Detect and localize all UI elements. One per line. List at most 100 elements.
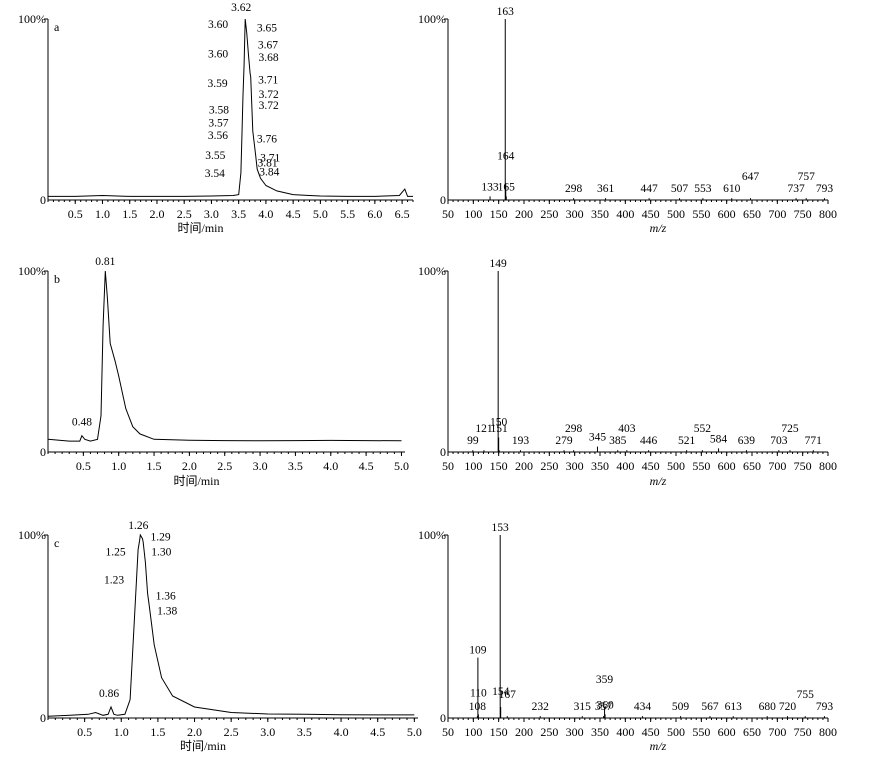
- ms-peak-label: 725: [781, 423, 799, 435]
- ms-peak-label: 167: [499, 689, 517, 701]
- x-tick-label: 650: [743, 207, 761, 221]
- ms-peak-label: 298: [565, 423, 583, 435]
- x-tick-label: 200: [515, 459, 533, 473]
- chromatogram-trace: [47, 270, 402, 442]
- ms-peak-label: 703: [770, 435, 788, 447]
- ms-peak-label: 385: [609, 435, 627, 447]
- x-tick-label: 100: [464, 459, 482, 473]
- x-tick-label: 4.5: [359, 459, 374, 473]
- x-tick-label: 5.5: [340, 207, 355, 221]
- x-tick-label: 1.0: [114, 725, 129, 739]
- x-axis-label: 时间/min: [177, 221, 223, 235]
- ms-peak-label: 446: [640, 435, 658, 447]
- y-tick-label-100: 100%: [418, 12, 446, 26]
- x-tick-label: 500: [667, 459, 685, 473]
- x-tick-label: 6.0: [367, 207, 382, 221]
- peak-label: 1.29: [151, 531, 171, 543]
- x-tick-label: 250: [540, 459, 558, 473]
- ms-peak-label: 639: [738, 435, 756, 447]
- ms-peak-label: 584: [710, 433, 728, 445]
- y-tick-label-0: 0: [440, 711, 446, 725]
- x-tick-label: 100: [464, 207, 482, 221]
- peak-label: 3.57: [208, 117, 228, 129]
- x-axis-label: 时间/min: [173, 474, 219, 488]
- x-tick-label: 4.0: [258, 207, 273, 221]
- y-tick-label-0: 0: [40, 711, 46, 725]
- x-tick-label: 2.0: [182, 459, 197, 473]
- x-tick-label: 5.0: [313, 207, 328, 221]
- peak-label: 3.60: [208, 49, 228, 61]
- ms-peak-label: 509: [672, 701, 690, 713]
- ms-peak-label: 447: [641, 183, 659, 195]
- x-tick-label: 650: [743, 725, 761, 739]
- peak-label: 3.58: [209, 105, 229, 117]
- peak-label: 3.84: [259, 166, 279, 178]
- x-tick-label: 1.5: [122, 207, 137, 221]
- peak-label: 3.65: [257, 22, 277, 34]
- x-tick-label: 750: [794, 207, 812, 221]
- peak-label: 3.72: [259, 100, 279, 112]
- x-tick-label: 400: [616, 725, 634, 739]
- x-axis-label: m/z: [650, 221, 667, 235]
- peak-label: 1.36: [156, 591, 176, 603]
- x-tick-label: 500: [667, 725, 685, 739]
- panel-letter: b: [54, 272, 60, 286]
- peak-label: 1.26: [128, 520, 148, 532]
- x-tick-label: 550: [692, 207, 710, 221]
- x-tick-label: 3.5: [297, 725, 312, 739]
- x-tick-label: 3.0: [204, 207, 219, 221]
- x-tick-label: 50: [442, 459, 454, 473]
- ms-peak-label: 357: [595, 701, 613, 713]
- peak-label: 0.48: [72, 417, 92, 429]
- y-tick-label-0: 0: [40, 193, 46, 207]
- x-tick-label: 2.5: [177, 207, 192, 221]
- x-tick-label: 2.0: [149, 207, 164, 221]
- x-tick-label: 5.0: [407, 725, 422, 739]
- peak-label: 3.56: [208, 130, 228, 142]
- ms-peak-label: 771: [805, 435, 823, 447]
- x-tick-label: 0.5: [76, 459, 91, 473]
- peak-label: 3.54: [205, 168, 225, 180]
- x-axis-label: m/z: [650, 739, 667, 753]
- x-tick-label: 0.5: [68, 207, 83, 221]
- chromatogram-c: 100% 0 c 0.5 1.0 1.5 2.0 2.5 3.0 3.5 4.0 4.5 5.0 时间/m…: [18, 520, 422, 753]
- peak-label: 1.23: [104, 574, 124, 586]
- x-tick-label: 5.0: [394, 459, 409, 473]
- x-tick-label: 300: [566, 459, 584, 473]
- y-tick-label-100: 100%: [18, 12, 46, 26]
- x-tick-label: 6.5: [395, 207, 410, 221]
- x-tick-label: 550: [692, 459, 710, 473]
- ms-peak-label: 154: [492, 686, 510, 698]
- ms-peak-label: 109: [469, 645, 487, 657]
- x-tick-label: 4.5: [370, 725, 385, 739]
- ms-peak-label: 360: [596, 699, 614, 711]
- ms-peak-label: 232: [532, 701, 550, 713]
- x-tick-label: 700: [768, 207, 786, 221]
- x-tick-label: 1.5: [147, 459, 162, 473]
- x-tick-label: 550: [692, 725, 710, 739]
- ms-peak-label: 737: [787, 183, 805, 195]
- peak-label: 3.60: [208, 19, 228, 31]
- ms-peak-label: 553: [694, 183, 712, 195]
- ms-peak-label: 610: [723, 183, 741, 195]
- x-tick-label: 4.5: [286, 207, 301, 221]
- x-tick-label: 50: [442, 207, 454, 221]
- peak-label: 3.62: [231, 2, 251, 14]
- x-tick-label: 0.5: [77, 725, 92, 739]
- x-tick-label: 500: [667, 207, 685, 221]
- peak-label: 3.81: [258, 157, 278, 169]
- ms-peak-label: 521: [678, 435, 696, 447]
- peak-label: 0.81: [95, 256, 115, 268]
- ms-peak-label: 133: [481, 181, 499, 193]
- x-tick-label: 300: [566, 207, 584, 221]
- y-tick-label-0: 0: [40, 445, 46, 459]
- x-tick-label: 2.5: [224, 725, 239, 739]
- ms-peak-label: 507: [671, 183, 689, 195]
- x-axis-label: m/z: [650, 474, 667, 488]
- ms-peak-label: 613: [725, 701, 743, 713]
- ms-peak-label: 150: [490, 417, 508, 429]
- peak-label: 3.71: [260, 153, 280, 165]
- ms-peak-label: 121: [475, 423, 493, 435]
- ms-peak-label: 298: [565, 183, 583, 195]
